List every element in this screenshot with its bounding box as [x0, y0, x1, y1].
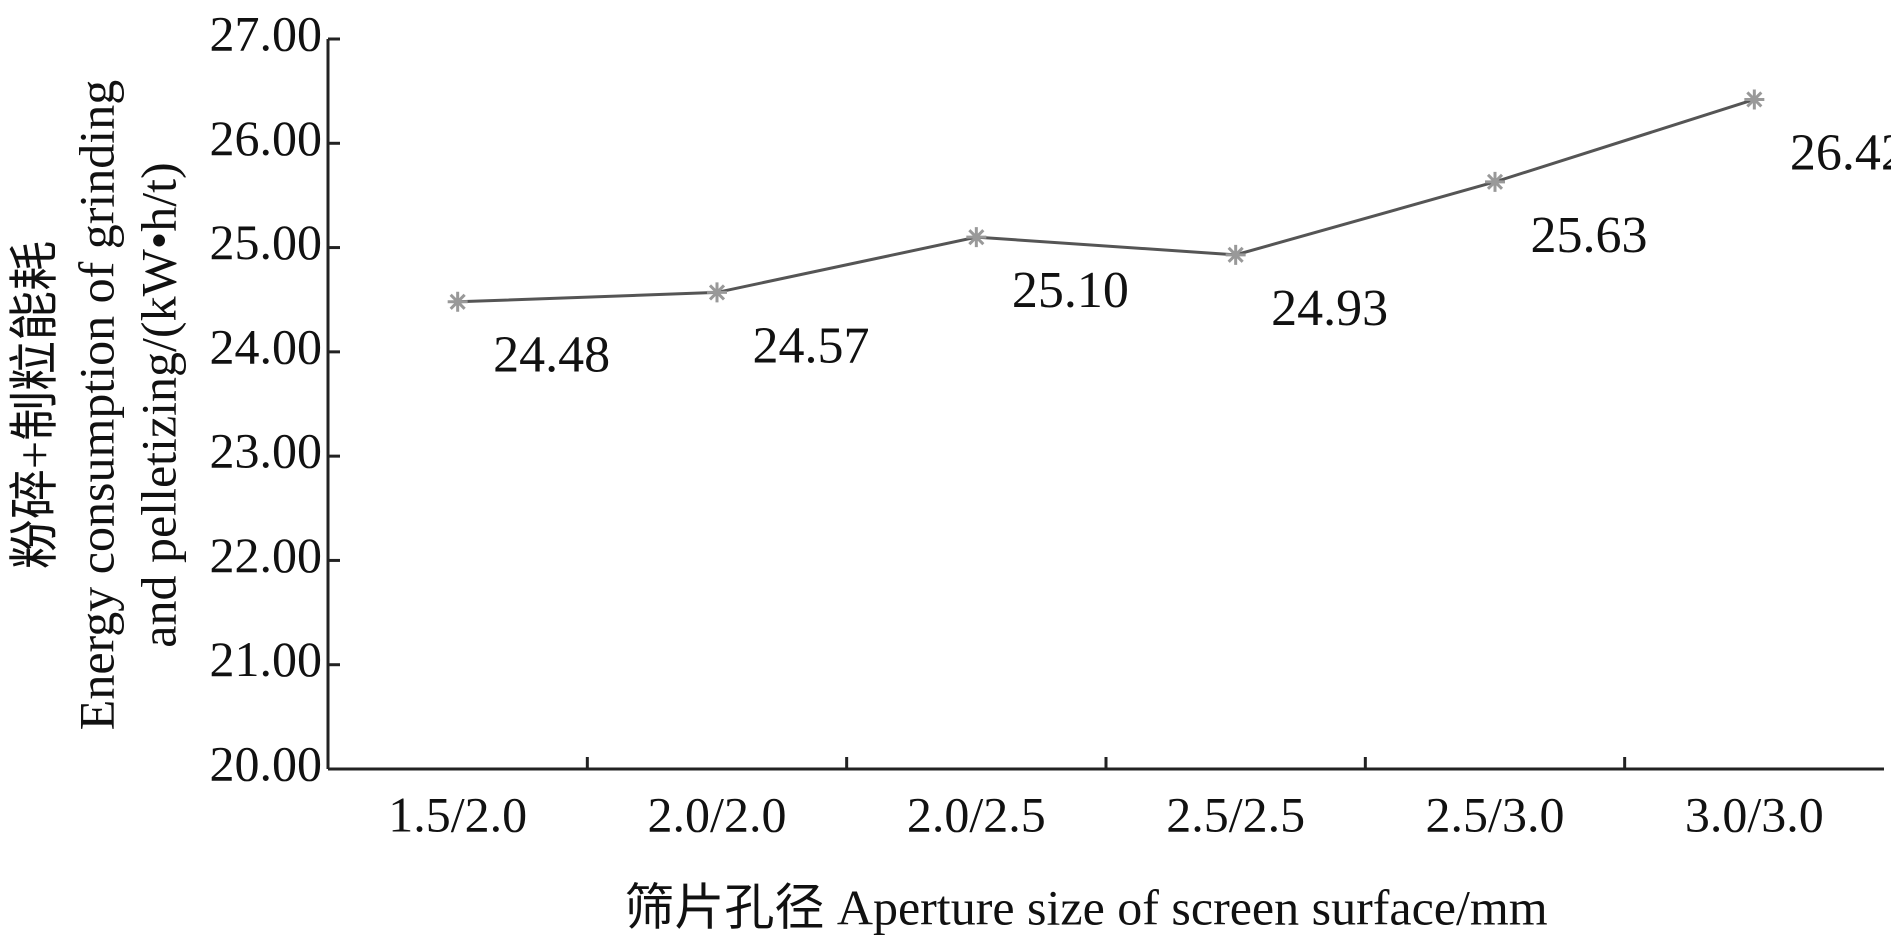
- x-axis-title: 筛片孔径 Aperture size of screen surface/mm: [624, 879, 1547, 935]
- y-tick-label: 22.00: [210, 527, 323, 583]
- data-label: 25.10: [1012, 262, 1129, 319]
- x-tick-label: 2.5/2.5: [1166, 786, 1305, 842]
- y-axis-title: 粉碎+制粒能耗: [6, 241, 62, 569]
- y-tick-label: 21.00: [210, 631, 323, 687]
- data-marker: [966, 227, 987, 248]
- data-marker: [707, 282, 727, 303]
- data-label: 25.63: [1531, 207, 1648, 264]
- y-tick-label: 20.00: [210, 735, 323, 791]
- y-tick-label: 25.00: [210, 214, 323, 270]
- data-label: 24.93: [1271, 280, 1388, 337]
- y-tick-label: 23.00: [210, 423, 323, 479]
- data-label: 24.48: [493, 327, 610, 384]
- data-label: 26.42: [1790, 124, 1891, 181]
- y-axis-title: and pelletizing/(kW•h/t): [130, 162, 186, 647]
- y-tick-label: 26.00: [210, 110, 323, 166]
- data-marker: [1744, 89, 1765, 110]
- data-label: 24.57: [753, 317, 870, 374]
- data-line: [457, 98, 1755, 304]
- data-marker: [1485, 171, 1505, 192]
- y-tick-label: 24.00: [210, 318, 323, 374]
- x-tick-label: 2.0/2.0: [648, 786, 787, 842]
- x-tick-label: 2.0/2.5: [907, 786, 1046, 842]
- y-axis-title: Energy consumption of grinding: [68, 80, 124, 730]
- x-tick-label: 1.5/2.0: [388, 786, 527, 842]
- x-tick-label: 3.0/3.0: [1685, 786, 1824, 842]
- data-marker: [1225, 244, 1246, 265]
- x-tick-label: 2.5/3.0: [1426, 786, 1565, 842]
- y-tick-label: 27.00: [210, 5, 323, 61]
- data-marker: [447, 291, 468, 312]
